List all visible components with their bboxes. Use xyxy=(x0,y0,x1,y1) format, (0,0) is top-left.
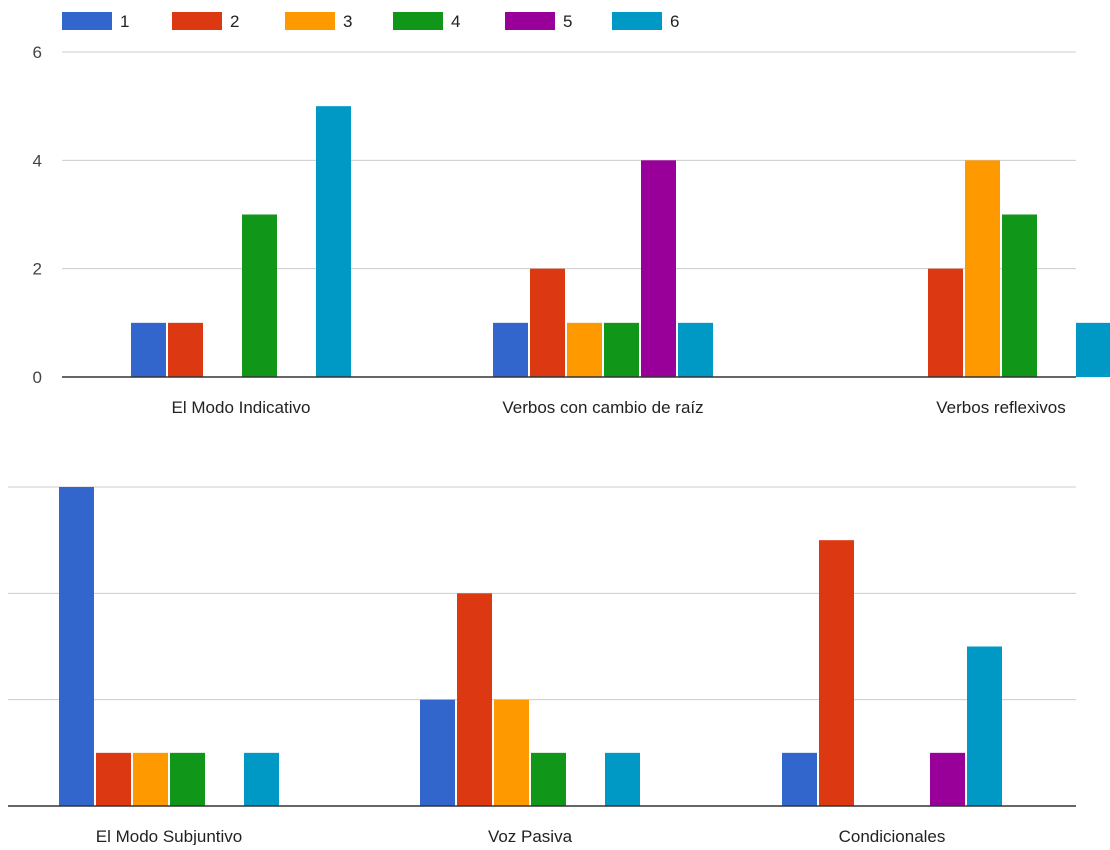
x-category-label-1: Verbos con cambio de raíz xyxy=(502,398,703,417)
bar-voz-pasiva-series-2 xyxy=(457,593,492,806)
x-category-label-5: Condicionales xyxy=(839,827,946,845)
x-category-label-0: El Modo Indicativo xyxy=(172,398,311,417)
bar-verbos-reflexivos-series-4 xyxy=(1002,214,1037,377)
legend-label-6: 6 xyxy=(670,12,679,31)
bar-condicionales-series-2 xyxy=(819,540,854,806)
legend-swatch-5 xyxy=(505,12,555,30)
bar-condicionales-series-1 xyxy=(782,752,817,806)
legend-label-5: 5 xyxy=(563,12,572,31)
bar-verbos-con-cambio-de-ra-z-series-4 xyxy=(604,322,639,377)
legend-label-3: 3 xyxy=(343,12,352,31)
bar-verbos-con-cambio-de-ra-z-series-3 xyxy=(567,322,602,377)
bar-verbos-reflexivos-series-2 xyxy=(928,268,963,377)
bar-el-modo-subjuntivo-series-4 xyxy=(170,752,205,806)
bar-el-modo-indicativo-series-4 xyxy=(242,214,277,377)
legend-label-4: 4 xyxy=(451,12,460,31)
legend-swatch-2 xyxy=(172,12,222,30)
legend-label-2: 2 xyxy=(230,12,239,31)
bar-voz-pasiva-series-1 xyxy=(420,699,455,806)
bar-el-modo-indicativo-series-6 xyxy=(316,106,351,378)
y-tick-label-2: 2 xyxy=(33,260,42,279)
bar-voz-pasiva-series-6 xyxy=(605,752,640,806)
bar-voz-pasiva-series-3 xyxy=(494,699,529,806)
bar-verbos-reflexivos-series-3 xyxy=(965,160,1000,377)
bar-voz-pasiva-series-4 xyxy=(531,752,566,806)
y-tick-label-6: 6 xyxy=(33,43,42,62)
bar-el-modo-indicativo-series-1 xyxy=(131,322,166,377)
bar-verbos-con-cambio-de-ra-z-series-2 xyxy=(530,268,565,377)
y-tick-label-4: 4 xyxy=(33,151,42,170)
bar-verbos-con-cambio-de-ra-z-series-1 xyxy=(493,322,528,377)
legend-swatch-6 xyxy=(612,12,662,30)
legend-swatch-3 xyxy=(285,12,335,30)
legend-label-1: 1 xyxy=(120,12,129,31)
x-category-label-3: El Modo Subjuntivo xyxy=(96,827,242,845)
bar-condicionales-series-6 xyxy=(967,646,1002,806)
bar-verbos-con-cambio-de-ra-z-series-5 xyxy=(641,160,676,377)
bar-el-modo-subjuntivo-series-1 xyxy=(59,487,94,806)
x-category-label-4: Voz Pasiva xyxy=(488,827,573,845)
bar-verbos-reflexivos-series-6 xyxy=(1076,322,1110,377)
bar-el-modo-subjuntivo-series-3 xyxy=(133,752,168,806)
bar-condicionales-series-5 xyxy=(930,752,965,806)
legend-swatch-1 xyxy=(62,12,112,30)
bar-el-modo-subjuntivo-series-2 xyxy=(96,752,131,806)
legend-swatch-4 xyxy=(393,12,443,30)
bar-el-modo-indicativo-series-2 xyxy=(168,322,203,377)
x-category-label-2: Verbos reflexivos xyxy=(936,398,1065,417)
bar-el-modo-subjuntivo-series-6 xyxy=(244,752,279,806)
y-tick-label-0: 0 xyxy=(33,368,42,387)
bar-verbos-con-cambio-de-ra-z-series-6 xyxy=(678,322,713,377)
